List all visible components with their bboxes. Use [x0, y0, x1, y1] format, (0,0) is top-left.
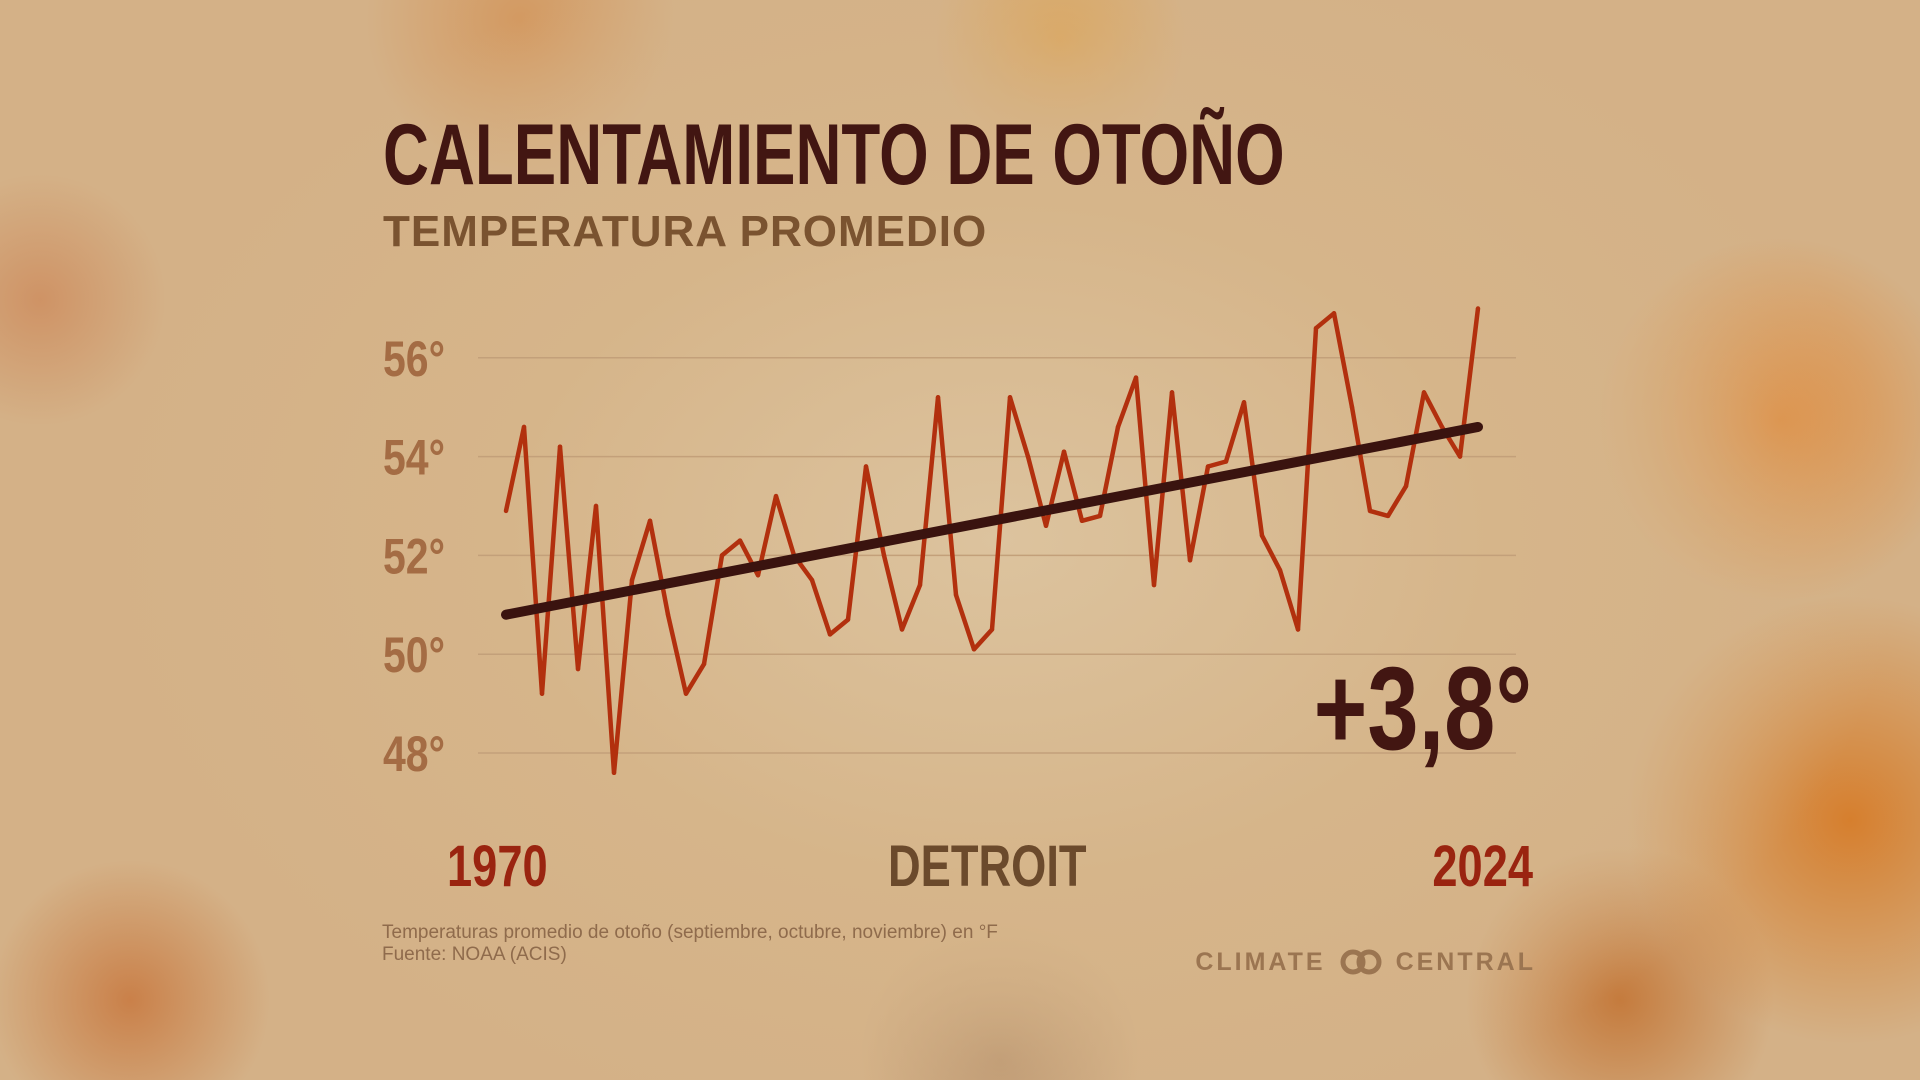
trend-line [501, 421, 1483, 620]
data-point-1982 [719, 553, 725, 558]
temperature-series [503, 306, 1481, 776]
data-point-2023 [1457, 454, 1463, 459]
data-description: Temperaturas promedio de otoño (septiemb… [382, 922, 998, 943]
data-point-1991 [881, 553, 887, 558]
data-point-2008 [1187, 558, 1193, 563]
data-point-1979 [665, 612, 671, 617]
data-point-1997 [989, 627, 995, 632]
logo-word-right: CENTRAL [1395, 947, 1536, 976]
data-point-2024 [1475, 306, 1481, 311]
data-point-2004 [1115, 424, 1121, 430]
data-point-1978 [647, 518, 653, 524]
data-point-2006 [1151, 582, 1157, 588]
data-point-1999 [1025, 454, 1031, 459]
data-point-1996 [971, 647, 977, 652]
y-tick-label-50: 50° [383, 627, 445, 683]
y-tick-label-54: 54° [383, 430, 445, 486]
y-axis-ticks: 48° 50° 52° 54° 56° [383, 331, 445, 782]
data-point-1974 [575, 666, 581, 672]
y-tick-label-52: 52° [383, 529, 445, 585]
data-point-1994 [935, 395, 941, 400]
data-point-2005 [1133, 375, 1139, 380]
climate-central-logo: CLIMATE CENTRAL [1195, 948, 1536, 976]
data-point-2016 [1331, 311, 1337, 316]
y-tick-label-56: 56° [383, 331, 445, 387]
data-point-2003 [1097, 513, 1103, 519]
data-point-1995 [953, 592, 959, 598]
data-point-2009 [1205, 464, 1211, 469]
data-point-2010 [1223, 459, 1229, 464]
data-point-2007 [1169, 390, 1175, 395]
y-tick-label-48: 48° [383, 726, 445, 782]
linked-circles-icon [1340, 949, 1382, 975]
end-year-label: 2024 [1432, 834, 1533, 899]
data-point-1976 [611, 770, 617, 775]
data-point-2012 [1259, 533, 1265, 538]
data-point-1972 [539, 691, 545, 696]
data-point-2002 [1079, 518, 1085, 524]
chart-subtitle: TEMPERATURA PROMEDIO [383, 207, 988, 256]
data-point-1971 [521, 424, 527, 430]
data-point-1981 [701, 661, 707, 667]
data-source: Fuente: NOAA (ACIS) [382, 944, 567, 965]
data-point-2015 [1313, 325, 1319, 331]
data-point-2017 [1349, 405, 1355, 410]
data-point-1975 [593, 503, 599, 509]
data-point-1993 [917, 582, 923, 588]
data-point-1973 [557, 444, 563, 449]
data-point-1984 [755, 572, 761, 578]
city-label: DETROIT [888, 834, 1087, 899]
temperature-change-label: +3,8° [1313, 643, 1532, 775]
data-point-2011 [1241, 400, 1247, 405]
data-point-2021 [1421, 390, 1427, 395]
data-point-1990 [863, 464, 869, 469]
data-point-2001 [1061, 449, 1067, 454]
data-point-2020 [1403, 484, 1409, 489]
data-point-1989 [845, 617, 851, 622]
data-point-1987 [809, 577, 815, 583]
start-year-label: 1970 [447, 834, 548, 899]
data-point-2018 [1367, 508, 1373, 514]
trend-line-group [501, 421, 1483, 620]
data-point-2022 [1439, 424, 1445, 430]
gridlines [478, 357, 1516, 754]
data-point-2000 [1043, 523, 1049, 528]
data-point-2019 [1385, 513, 1391, 519]
data-point-1983 [737, 538, 743, 543]
chart-title: CALENTAMIENTO DE OTOÑO [383, 107, 1285, 203]
data-point-1980 [683, 691, 689, 696]
logo-word-left: CLIMATE [1195, 947, 1326, 976]
data-point-1998 [1007, 395, 1013, 400]
data-point-1992 [899, 627, 905, 632]
data-point-1985 [773, 493, 779, 499]
data-point-2013 [1277, 568, 1283, 573]
data-point-1977 [629, 577, 635, 583]
footnote: Temperaturas promedio de otoño (septiemb… [382, 922, 998, 966]
data-point-1970 [503, 508, 509, 514]
data-point-2014 [1295, 627, 1301, 632]
data-point-1988 [827, 632, 833, 637]
